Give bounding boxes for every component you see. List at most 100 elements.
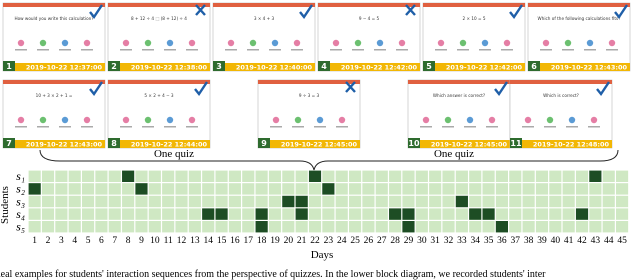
cell: [175, 183, 188, 195]
cell: [228, 208, 241, 220]
option-text: [562, 49, 574, 51]
card-footer: [528, 63, 630, 71]
cell: [228, 183, 241, 195]
cell: [215, 170, 228, 182]
card-number: 1: [6, 62, 12, 71]
cell: [616, 170, 629, 182]
cell: [135, 208, 148, 220]
day-label: 4: [72, 236, 77, 246]
cell: [242, 208, 255, 220]
option-text: [606, 49, 618, 51]
cell: [535, 170, 549, 182]
day-label: 44: [604, 236, 614, 246]
option-text: [164, 126, 176, 128]
cell: [535, 208, 549, 220]
cell: [148, 221, 161, 233]
cell: [602, 170, 615, 182]
option-text: [37, 126, 49, 128]
cell: [295, 221, 308, 233]
day-label: 35: [484, 236, 494, 246]
cell: [549, 195, 562, 208]
cell: [108, 183, 121, 195]
cell: [455, 170, 468, 182]
option-text: [269, 49, 281, 51]
day-label: 2: [46, 236, 51, 246]
cell: [335, 221, 348, 233]
cell: [389, 195, 402, 208]
day-label: 34: [470, 236, 480, 246]
cell: [562, 208, 575, 220]
card-time: 2019-10-22 12:42:00: [341, 64, 418, 72]
day-label: 8: [126, 236, 131, 246]
student-label: s₁: [16, 169, 25, 183]
cell: [522, 195, 535, 208]
option-text: [247, 49, 259, 51]
option-text: [501, 49, 513, 51]
card-header: [528, 3, 630, 7]
cell: [95, 208, 108, 220]
cell: [41, 183, 55, 195]
active-cell: [122, 170, 135, 182]
option-dot: [546, 116, 554, 124]
cell: [68, 221, 81, 233]
option-dot: [144, 39, 152, 47]
day-label: 22: [310, 236, 320, 246]
cell: [82, 183, 95, 195]
cell: [469, 183, 482, 195]
cell: [95, 221, 108, 233]
cell: [602, 208, 615, 220]
cell: [575, 170, 589, 182]
card-number: 6: [531, 62, 537, 71]
option-dot: [144, 116, 152, 124]
active-cell: [482, 208, 495, 220]
card-question: 9 − 4 = 5: [359, 16, 380, 21]
quiz-card: Which answer is correct? 10 2019-10-22 12:…: [407, 79, 511, 149]
card-number: 4: [321, 62, 327, 71]
option-text: [544, 126, 556, 128]
active-cell: [215, 208, 228, 220]
cell: [589, 183, 602, 195]
cell: [616, 195, 629, 208]
result-cross: [195, 4, 206, 16]
cell: [375, 221, 388, 233]
option-dot: [271, 39, 279, 47]
cell: [362, 183, 375, 195]
cell: [68, 195, 81, 208]
cell: [242, 170, 255, 182]
card-time: 2019-10-22 12:40:00: [236, 64, 313, 72]
cell: [108, 208, 121, 220]
card-header: [423, 3, 525, 7]
cell: [82, 221, 95, 233]
card-frame: [509, 79, 613, 149]
cell: [535, 221, 549, 233]
cell: [402, 170, 415, 182]
cell: [82, 208, 95, 220]
day-label: 24: [337, 236, 347, 246]
cell: [28, 208, 41, 220]
number-box: [408, 138, 420, 148]
cell: [335, 183, 348, 195]
cell: [442, 195, 455, 208]
cell: [362, 195, 375, 208]
option-dot: [272, 116, 280, 124]
day-label: 1: [32, 236, 37, 246]
option-dot: [564, 39, 572, 47]
cell: [429, 221, 442, 233]
cell: [375, 195, 388, 208]
card-frame: [527, 2, 631, 72]
option-text: [120, 126, 132, 128]
number-box: [108, 138, 120, 148]
cell: [335, 170, 348, 182]
card-number: 7: [6, 139, 12, 148]
cell: [509, 221, 522, 233]
card-frame: [317, 2, 421, 72]
cell: [362, 208, 375, 220]
card-footer: [3, 140, 105, 148]
day-label: 41: [564, 236, 574, 246]
cell: [602, 221, 615, 233]
card-footer: [3, 63, 105, 71]
cell: [362, 221, 375, 233]
cell: [162, 221, 175, 233]
option-dot: [122, 39, 130, 47]
cell: [95, 183, 108, 195]
